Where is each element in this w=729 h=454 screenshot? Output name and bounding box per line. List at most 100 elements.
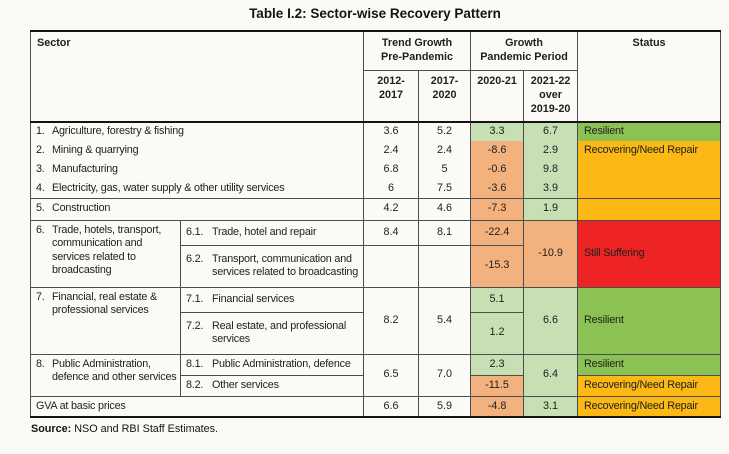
row-number: 7.: [36, 290, 45, 303]
sector-label: Financial services: [212, 292, 295, 305]
sector-cell: 4. Electricity, gas, water supply & other…: [29, 179, 365, 198]
sector-cell: 2. Mining & quarrying: [29, 141, 365, 160]
value-cell: -22.4: [470, 219, 525, 245]
page: Table I.2: Sector-wise Recovery Pattern …: [29, 6, 722, 435]
status-cell: Resilient: [577, 286, 722, 354]
sector-cell: 6. Trade, hotels, transport, communicatio…: [30, 219, 181, 287]
sector-label: Electricity, gas, water supply & other u…: [52, 181, 285, 194]
value-cell: 5.1: [470, 286, 525, 312]
header-status: Status: [577, 31, 722, 122]
sector-label: Public Administration, defence: [212, 357, 351, 370]
sector-label: Trade, hotels, transport, communication …: [52, 223, 162, 277]
table-row-transport-broadcasting: 6.2. Transport, communication and service…: [31, 244, 721, 287]
value-cell: 6.6: [523, 286, 579, 354]
table-row-construction: 5. Construction 4.2 4.6 -7.3 1.9: [29, 197, 722, 220]
subsector-cell: 6.2. Transport, communication and service…: [179, 244, 365, 287]
sector-cell: 3. Manufacturing: [29, 160, 365, 179]
value-cell: -3.6: [470, 179, 525, 198]
status-cell: Resilient: [577, 121, 722, 141]
value-cell: 3.9: [523, 179, 579, 198]
value-cell: 2.9: [523, 141, 579, 160]
table-row-real-estate: 7.2. Real estate, and professional servic…: [31, 311, 721, 354]
table-row-gva: GVA at basic prices 6.6 5.9 -4.8 3.1 Rec…: [29, 395, 722, 417]
header-line: over: [539, 88, 562, 101]
value-cell: 6.7: [523, 121, 579, 141]
status-cell: Recovering/Need Repair: [577, 374, 722, 396]
row-number: 6.1.: [186, 225, 204, 238]
table-row-other-services: 8.2. Other services -11.5 Recovering/Need…: [31, 374, 722, 396]
value-cell: 5.4: [418, 286, 472, 354]
sector-label: Agriculture, forestry & fishing: [52, 125, 184, 138]
value-cell: 8.4: [363, 219, 420, 245]
value-cell: 3.6: [363, 121, 420, 141]
value-cell: 3.3: [470, 121, 525, 141]
source-text: NSO and RBI Staff Estimates.: [71, 423, 219, 435]
row-number: 8.2.: [186, 378, 204, 391]
row-number: 7.1.: [186, 292, 204, 305]
source-label: Source:: [31, 423, 72, 435]
value-cell: 6.4: [523, 353, 579, 396]
header-pandemic-group: Growth Pandemic Period: [470, 31, 579, 70]
sector-label: Manufacturing: [52, 162, 118, 175]
sector-label: Other services: [212, 378, 279, 391]
value-cell: -0.6: [470, 160, 525, 179]
header-sector: Sector: [29, 31, 365, 122]
row-number: 5.: [36, 202, 45, 215]
value-cell: 6.8: [363, 160, 420, 179]
subsector-cell: 6.1. Trade, hotel and repair: [179, 219, 365, 245]
value-cell: 6.5: [363, 353, 420, 396]
value-cell: -4.8: [470, 395, 525, 417]
header-line: 2017-: [430, 74, 459, 87]
value-cell: 2.4: [418, 141, 472, 160]
value-cell: 9.8: [523, 160, 579, 179]
row-number: 6.2.: [186, 252, 204, 265]
sector-label: Real estate, and professional services: [212, 319, 347, 346]
row-number: 8.: [36, 357, 45, 370]
header-line: 2020: [432, 88, 457, 101]
header-line: 2012-: [377, 74, 405, 87]
header-line: Trend Growth: [381, 37, 453, 50]
header-2012-2017: 2012- 2017: [363, 69, 420, 122]
table-row-financial: 7. Financial, real estate & professional …: [30, 286, 722, 354]
sector-label: Construction: [52, 202, 111, 215]
header-2021-22-over-2019-20: 2021-22 over 2019-20: [523, 69, 579, 122]
table-row-public-admin: 8. Public Administration, defence and oth…: [30, 353, 722, 396]
table-row-agriculture: 1. Agriculture, forestry & fishing 3.6 5.…: [29, 121, 722, 141]
value-cell: -11.5: [470, 374, 525, 396]
header-2020-21: 2020-21: [470, 69, 525, 122]
row-number: 2.: [36, 143, 45, 156]
header-line: Pandemic Period: [480, 50, 568, 63]
value-cell: 4.6: [418, 197, 472, 220]
table-row-trade-hotels: 6. Trade, hotels, transport, communicatio…: [30, 219, 722, 287]
value-cell: 7.5: [418, 179, 472, 198]
value-cell: 4.2: [363, 197, 420, 220]
header-line: 2019-20: [530, 102, 571, 115]
value-cell: -10.9: [523, 219, 579, 287]
row-number: 6.: [36, 223, 45, 236]
value-cell: 2.3: [470, 353, 525, 375]
value-cell-empty: [418, 244, 472, 287]
value-cell: 6: [363, 179, 420, 198]
status-cell: Recovering/Need Repair: [577, 395, 722, 417]
sector-label: Financial, real estate & professional se…: [52, 290, 158, 317]
value-cell: 8.2: [363, 286, 420, 354]
subsector-cell: 7.2. Real estate, and professional servic…: [179, 311, 365, 354]
row-number: 1.: [36, 125, 45, 138]
subsector-cell: 8.2. Other services: [179, 374, 365, 396]
value-cell: 5.9: [418, 395, 472, 417]
table-title: Table I.2: Sector-wise Recovery Pattern: [249, 6, 501, 21]
sector-cell: 8. Public Administration, defence and oth…: [30, 353, 181, 396]
value-cell: 3.1: [523, 395, 579, 417]
header-line: 2017: [379, 88, 404, 101]
value-cell: -15.3: [470, 244, 525, 287]
value-cell: 2.4: [363, 141, 420, 160]
value-cell: 5.2: [418, 121, 472, 141]
status-cell-empty: [577, 197, 722, 220]
header-line: Growth: [505, 37, 543, 50]
value-cell: 1.2: [470, 311, 525, 354]
header-line: 2021-22: [530, 74, 571, 87]
sector-cell: 1. Agriculture, forestry & fishing: [29, 121, 365, 141]
table-row-electricity: 4. Electricity, gas, water supply & other…: [29, 179, 721, 198]
sector-cell: 5. Construction: [29, 197, 365, 220]
row-number: 4.: [36, 181, 45, 194]
